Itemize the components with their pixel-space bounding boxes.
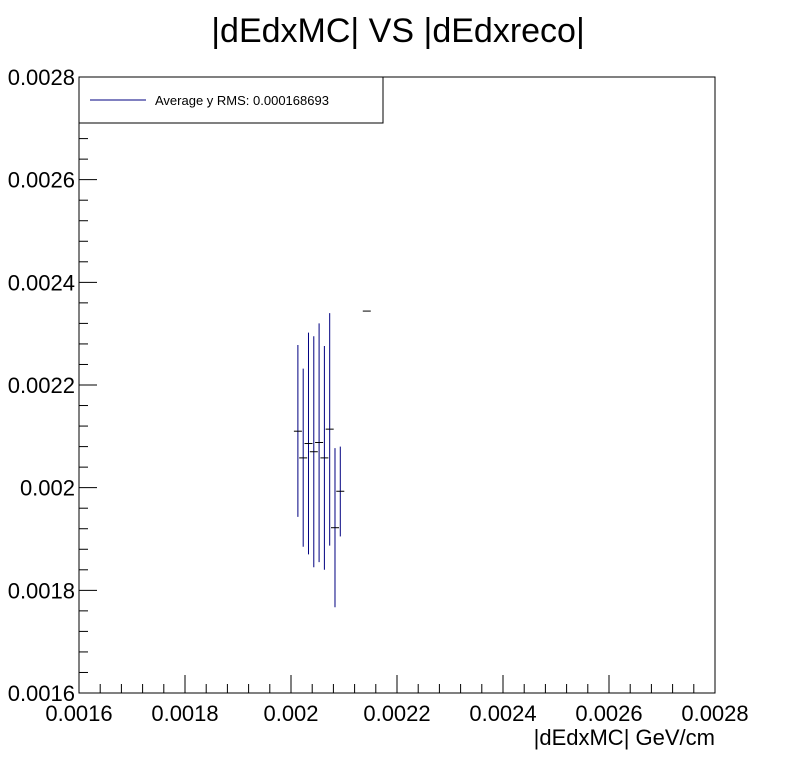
data-point bbox=[336, 446, 345, 537]
data-point bbox=[330, 448, 339, 608]
y-tick-label: 0.0018 bbox=[8, 578, 75, 603]
x-axis-tick-labels: 0.0016 0.0018 0.002 0.0022 0.0024 0.0026 0.002… bbox=[45, 701, 748, 726]
data-point bbox=[325, 313, 334, 546]
x-tick-label: 0.0022 bbox=[363, 701, 430, 726]
data-point bbox=[309, 336, 318, 568]
y-tick-label: 0.0026 bbox=[8, 168, 75, 193]
data-point bbox=[320, 345, 329, 570]
y-tick-label: 0.0028 bbox=[8, 65, 75, 90]
chart-title: |dEdxMC| VS |dEdxreco| bbox=[211, 12, 585, 50]
data-point bbox=[299, 368, 308, 547]
x-tick-label: 0.0024 bbox=[469, 701, 536, 726]
y-axis-ticks bbox=[79, 76, 97, 694]
data-point bbox=[293, 344, 302, 517]
x-tick-label: 0.0028 bbox=[681, 701, 748, 726]
x-tick-label: 0.0016 bbox=[45, 701, 112, 726]
plot-frame bbox=[78, 76, 716, 694]
data-point bbox=[304, 332, 313, 555]
data-point bbox=[315, 323, 324, 563]
x-tick-label: 0.0018 bbox=[151, 701, 218, 726]
data-points bbox=[293, 310, 371, 608]
y-tick-label: 0.002 bbox=[20, 476, 75, 501]
x-tick-label: 0.0026 bbox=[575, 701, 642, 726]
y-tick-label: 0.0024 bbox=[8, 270, 75, 295]
legend: Average y RMS: 0.000168693 bbox=[78, 76, 384, 124]
x-axis-ticks bbox=[78, 675, 716, 693]
legend-entry: Average y RMS: 0.000168693 bbox=[155, 93, 329, 108]
x-tick-label: 0.002 bbox=[263, 701, 318, 726]
y-tick-label: 0.0016 bbox=[8, 681, 75, 706]
y-tick-label: 0.0022 bbox=[8, 373, 75, 398]
x-axis-title: |dEdxMC| GeV/cm bbox=[534, 725, 715, 750]
y-axis-tick-labels: 0.0016 0.0018 0.002 0.0022 0.0024 0.0026 0.002… bbox=[8, 65, 75, 706]
